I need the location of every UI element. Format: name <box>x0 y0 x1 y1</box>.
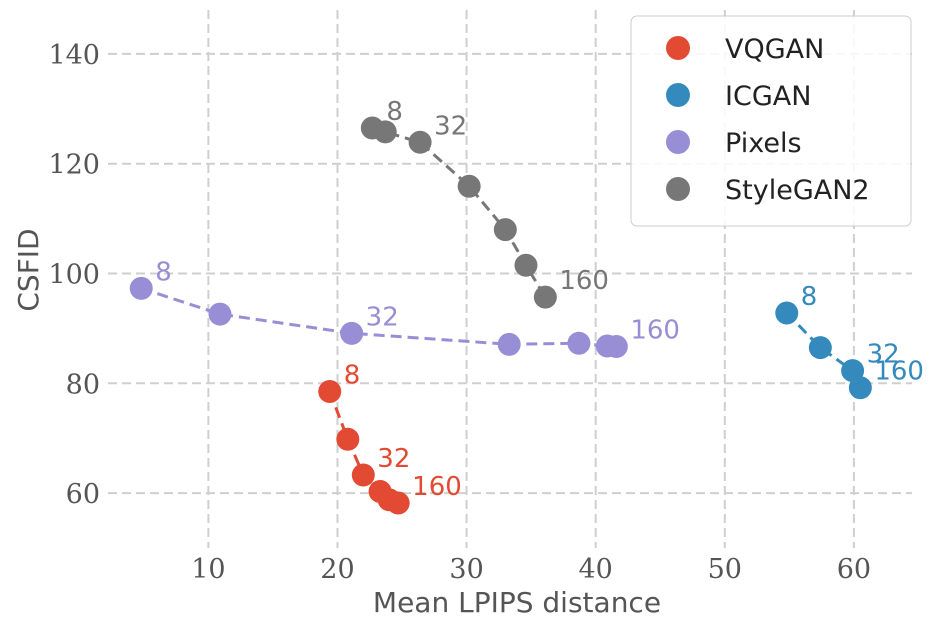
legend-label: Pixels <box>725 128 802 159</box>
data-point <box>129 276 153 300</box>
legend-marker <box>666 83 690 107</box>
point-label: 8 <box>344 361 361 391</box>
x-axis-label: Mean LPIPS distance <box>373 586 661 619</box>
point-label: 160 <box>630 316 680 346</box>
data-point <box>604 335 628 359</box>
y-tick-label: 140 <box>48 40 100 71</box>
legend-label: VQGAN <box>725 34 824 65</box>
point-label: 8 <box>386 97 403 127</box>
legend-box <box>630 15 912 227</box>
point-label: 32 <box>434 111 467 141</box>
data-point <box>386 491 410 515</box>
y-axis-label: CSFID <box>12 228 45 311</box>
data-point <box>408 130 432 154</box>
point-label: 160 <box>874 357 924 387</box>
data-point <box>567 331 591 355</box>
data-point <box>493 218 517 242</box>
legend-label: ICGAN <box>725 81 811 112</box>
x-tick-label: 10 <box>191 554 225 585</box>
data-point <box>457 174 481 198</box>
data-point <box>340 321 364 345</box>
x-tick-label: 60 <box>837 554 871 585</box>
point-label: 160 <box>559 266 609 296</box>
series-pixels: 8 32 160 <box>129 257 680 359</box>
data-point <box>318 380 342 404</box>
data-point <box>373 120 397 144</box>
data-point <box>775 301 799 325</box>
point-label: 32 <box>867 340 900 370</box>
series-stylegan2: 8 32 160 <box>360 97 609 309</box>
point-label: 160 <box>412 472 462 502</box>
data-point <box>336 427 360 451</box>
axis-ticks: 10 20 30 40 50 60 60 80 100 120 140 <box>48 40 871 585</box>
legend-marker <box>666 130 690 154</box>
data-point <box>848 376 872 400</box>
data-point <box>514 253 538 277</box>
y-tick-label: 80 <box>66 369 100 400</box>
legend-marker <box>666 177 690 201</box>
data-point <box>351 463 375 487</box>
point-label: 32 <box>377 444 410 474</box>
data-point <box>808 336 832 360</box>
x-tick-label: 20 <box>320 554 354 585</box>
y-tick-label: 120 <box>48 150 100 181</box>
x-tick-label: 40 <box>579 554 613 585</box>
data-point <box>533 285 557 309</box>
data-point <box>497 332 521 356</box>
y-tick-label: 60 <box>66 479 100 510</box>
x-tick-label: 50 <box>708 554 742 585</box>
series-line <box>785 311 862 389</box>
point-label: 8 <box>801 282 818 312</box>
data-point <box>208 302 232 326</box>
legend-label: StyleGAN2 <box>725 175 870 206</box>
legend-marker <box>666 36 690 60</box>
point-label: 32 <box>366 302 399 332</box>
y-tick-label: 100 <box>48 260 100 291</box>
point-label: 8 <box>155 257 172 287</box>
legend: VQGAN ICGAN Pixels StyleGAN2 <box>630 15 912 227</box>
x-tick-label: 30 <box>449 554 483 585</box>
